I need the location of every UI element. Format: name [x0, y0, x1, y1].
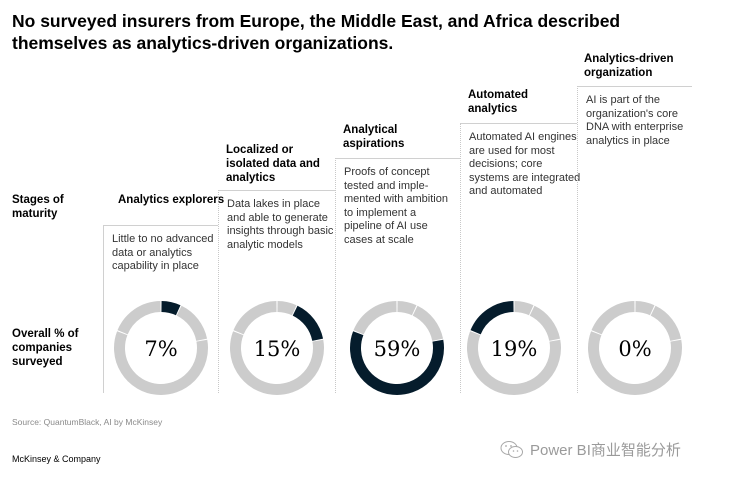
stage-title-5: Analytics-driven organization	[584, 53, 674, 79]
donut-5-segment-1	[635, 301, 655, 316]
row-label-overall: Overall % of companies surveyed	[12, 328, 79, 368]
stage-desc-1: Little to no advanced data or analytics …	[112, 233, 214, 272]
chart-title: No surveyed insurers from Europe, the Mi…	[12, 11, 621, 53]
donut-1-segment-4	[117, 301, 161, 335]
donut-2-segment-1	[277, 301, 297, 316]
donut-5-segment-4	[591, 301, 635, 335]
donut-1-segment-1	[161, 301, 181, 316]
donut-3-segment-4	[353, 301, 397, 335]
wechat-icon	[500, 440, 523, 458]
stage-box-1: Little to no advanced data or analytics …	[103, 225, 218, 393]
stage-box-3: Proofs of concept tested and imple-mente…	[335, 158, 460, 393]
donut-2-segment-2	[292, 305, 324, 342]
stage-desc-2: Data lakes in place and able to generate…	[227, 198, 334, 251]
watermark: Power BI商业智能分析	[500, 439, 681, 460]
stage-title-2: Localized or isolated data and analytics	[226, 144, 320, 184]
donut-3-segment-3	[350, 331, 444, 395]
donut-3-segment-1	[397, 301, 417, 316]
donut-label-1: 7%	[144, 337, 177, 361]
donut-4-segment-3	[467, 331, 561, 395]
donut-1-segment-3	[114, 331, 208, 395]
donut-label-4: 19%	[491, 337, 538, 361]
stage-title-4: Automated analytics	[468, 89, 529, 115]
donut-4-segment-1	[514, 301, 534, 316]
donut-2-segment-4	[233, 301, 277, 335]
stage-title-1: Analytics explorers	[118, 194, 225, 206]
stage-desc-5: AI is part of the organization's core DN…	[586, 94, 684, 147]
donut-label-2: 15%	[254, 337, 301, 361]
donut-4-segment-2	[529, 305, 561, 342]
stage-box-5: AI is part of the organization's core DN…	[577, 86, 692, 393]
row-label-stages: Stages of maturity	[12, 194, 64, 220]
stage-desc-3: Proofs of concept tested and imple-mente…	[344, 166, 448, 246]
donut-3-segment-2	[412, 305, 444, 342]
stage-box-2: Data lakes in place and able to generate…	[218, 190, 335, 393]
donut-4-segment-4	[470, 301, 514, 335]
donut-5-segment-2	[650, 305, 682, 342]
donut-5-segment-3	[588, 331, 682, 395]
watermark-text: Power BI商业智能分析	[530, 442, 681, 459]
stage-title-3: Analytical aspirations	[343, 124, 405, 150]
stage-box-4: Automated AI engines are used for most d…	[460, 123, 580, 393]
donut-1-segment-2	[176, 305, 208, 342]
source-note: Source: QuantumBlack, AI by McKinsey	[12, 417, 163, 427]
brand-name: McKinsey & Company	[12, 454, 101, 464]
stage-desc-4: Automated AI engines are used for most d…	[469, 131, 581, 197]
donut-2-segment-3	[230, 331, 324, 395]
donut-label-3: 59%	[374, 337, 421, 361]
donut-label-5: 0%	[618, 337, 651, 361]
